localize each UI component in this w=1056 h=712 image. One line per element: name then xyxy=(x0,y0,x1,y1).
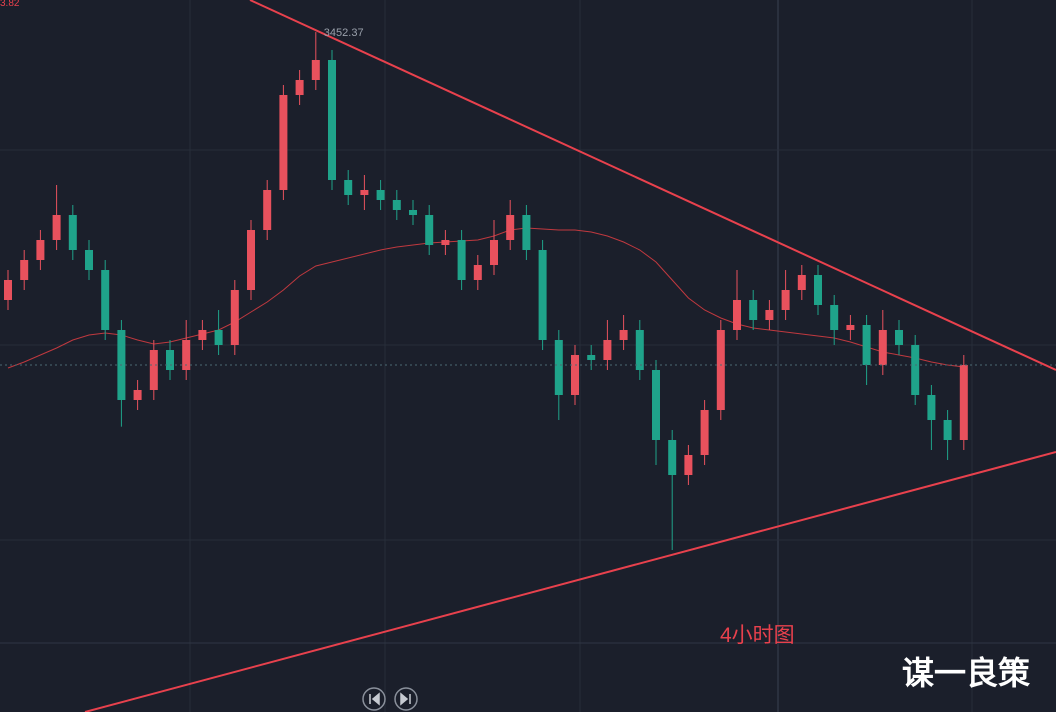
candle-body xyxy=(895,330,903,345)
candle-body xyxy=(263,190,272,230)
candle-body xyxy=(376,190,385,200)
candle-body xyxy=(619,330,628,340)
candle-body xyxy=(149,350,158,390)
candle-body xyxy=(554,340,563,395)
chart-title: 4小时图 xyxy=(720,624,795,647)
candle-body xyxy=(587,355,596,360)
candle-body xyxy=(360,190,369,195)
candle-body xyxy=(749,300,758,320)
candle-body xyxy=(20,260,29,280)
candle-body xyxy=(959,365,968,440)
corner-label: 3.82 xyxy=(0,0,20,9)
candle-body xyxy=(733,300,741,330)
candle-body xyxy=(230,290,239,345)
next-button[interactable] xyxy=(394,687,418,711)
candle-body xyxy=(457,240,466,280)
moving-average xyxy=(7,227,964,369)
candle-body xyxy=(635,330,644,370)
trend-line xyxy=(84,451,1056,712)
candle-body xyxy=(295,80,304,95)
candle-body xyxy=(311,60,320,80)
candle-body xyxy=(166,350,174,370)
candle-body xyxy=(781,290,790,310)
candle-body xyxy=(490,240,498,265)
candle-body xyxy=(603,340,612,360)
candle-body xyxy=(862,325,871,365)
candle-body xyxy=(4,280,12,300)
candle-body xyxy=(878,330,887,365)
candle-body xyxy=(830,305,839,330)
candle-body xyxy=(652,370,660,440)
candle-body xyxy=(700,410,709,455)
candle-body xyxy=(247,230,255,290)
high-label: 3452.37 xyxy=(324,27,364,39)
candle-body xyxy=(668,440,677,475)
watermark: 谋一良策 xyxy=(902,655,1030,691)
candle-body xyxy=(133,390,142,400)
plot-area xyxy=(0,32,1056,550)
candle-body xyxy=(425,215,434,245)
candle-body xyxy=(814,275,822,305)
candle-body xyxy=(279,95,288,190)
candle-body xyxy=(538,250,547,340)
candle-body xyxy=(943,420,952,440)
candle-body xyxy=(927,395,936,420)
candle-body xyxy=(765,310,774,320)
button-icon[interactable] xyxy=(400,692,411,706)
candle-body xyxy=(409,210,417,215)
candle-body xyxy=(473,265,482,280)
candle-body xyxy=(684,455,693,475)
prev-button[interactable] xyxy=(362,687,386,711)
candle-body xyxy=(182,340,191,370)
candle-body xyxy=(198,330,207,340)
candle-body xyxy=(522,215,531,250)
candle-body xyxy=(846,325,855,330)
candle-body xyxy=(344,180,353,195)
candle-body xyxy=(85,250,93,270)
candle-body xyxy=(101,270,110,330)
candle-body xyxy=(911,345,920,395)
candle-body xyxy=(392,200,401,210)
candle-body xyxy=(36,240,45,260)
trend-line xyxy=(249,0,1056,371)
candle-body xyxy=(506,215,515,240)
candle-body xyxy=(52,215,61,240)
candle-body xyxy=(328,60,336,180)
candle-body xyxy=(716,330,725,410)
candle-body xyxy=(571,355,579,395)
candle-body xyxy=(68,215,77,250)
candle-body xyxy=(797,275,806,290)
button-icon[interactable] xyxy=(369,692,380,706)
candle-body xyxy=(441,240,450,245)
candle-body xyxy=(214,330,223,345)
